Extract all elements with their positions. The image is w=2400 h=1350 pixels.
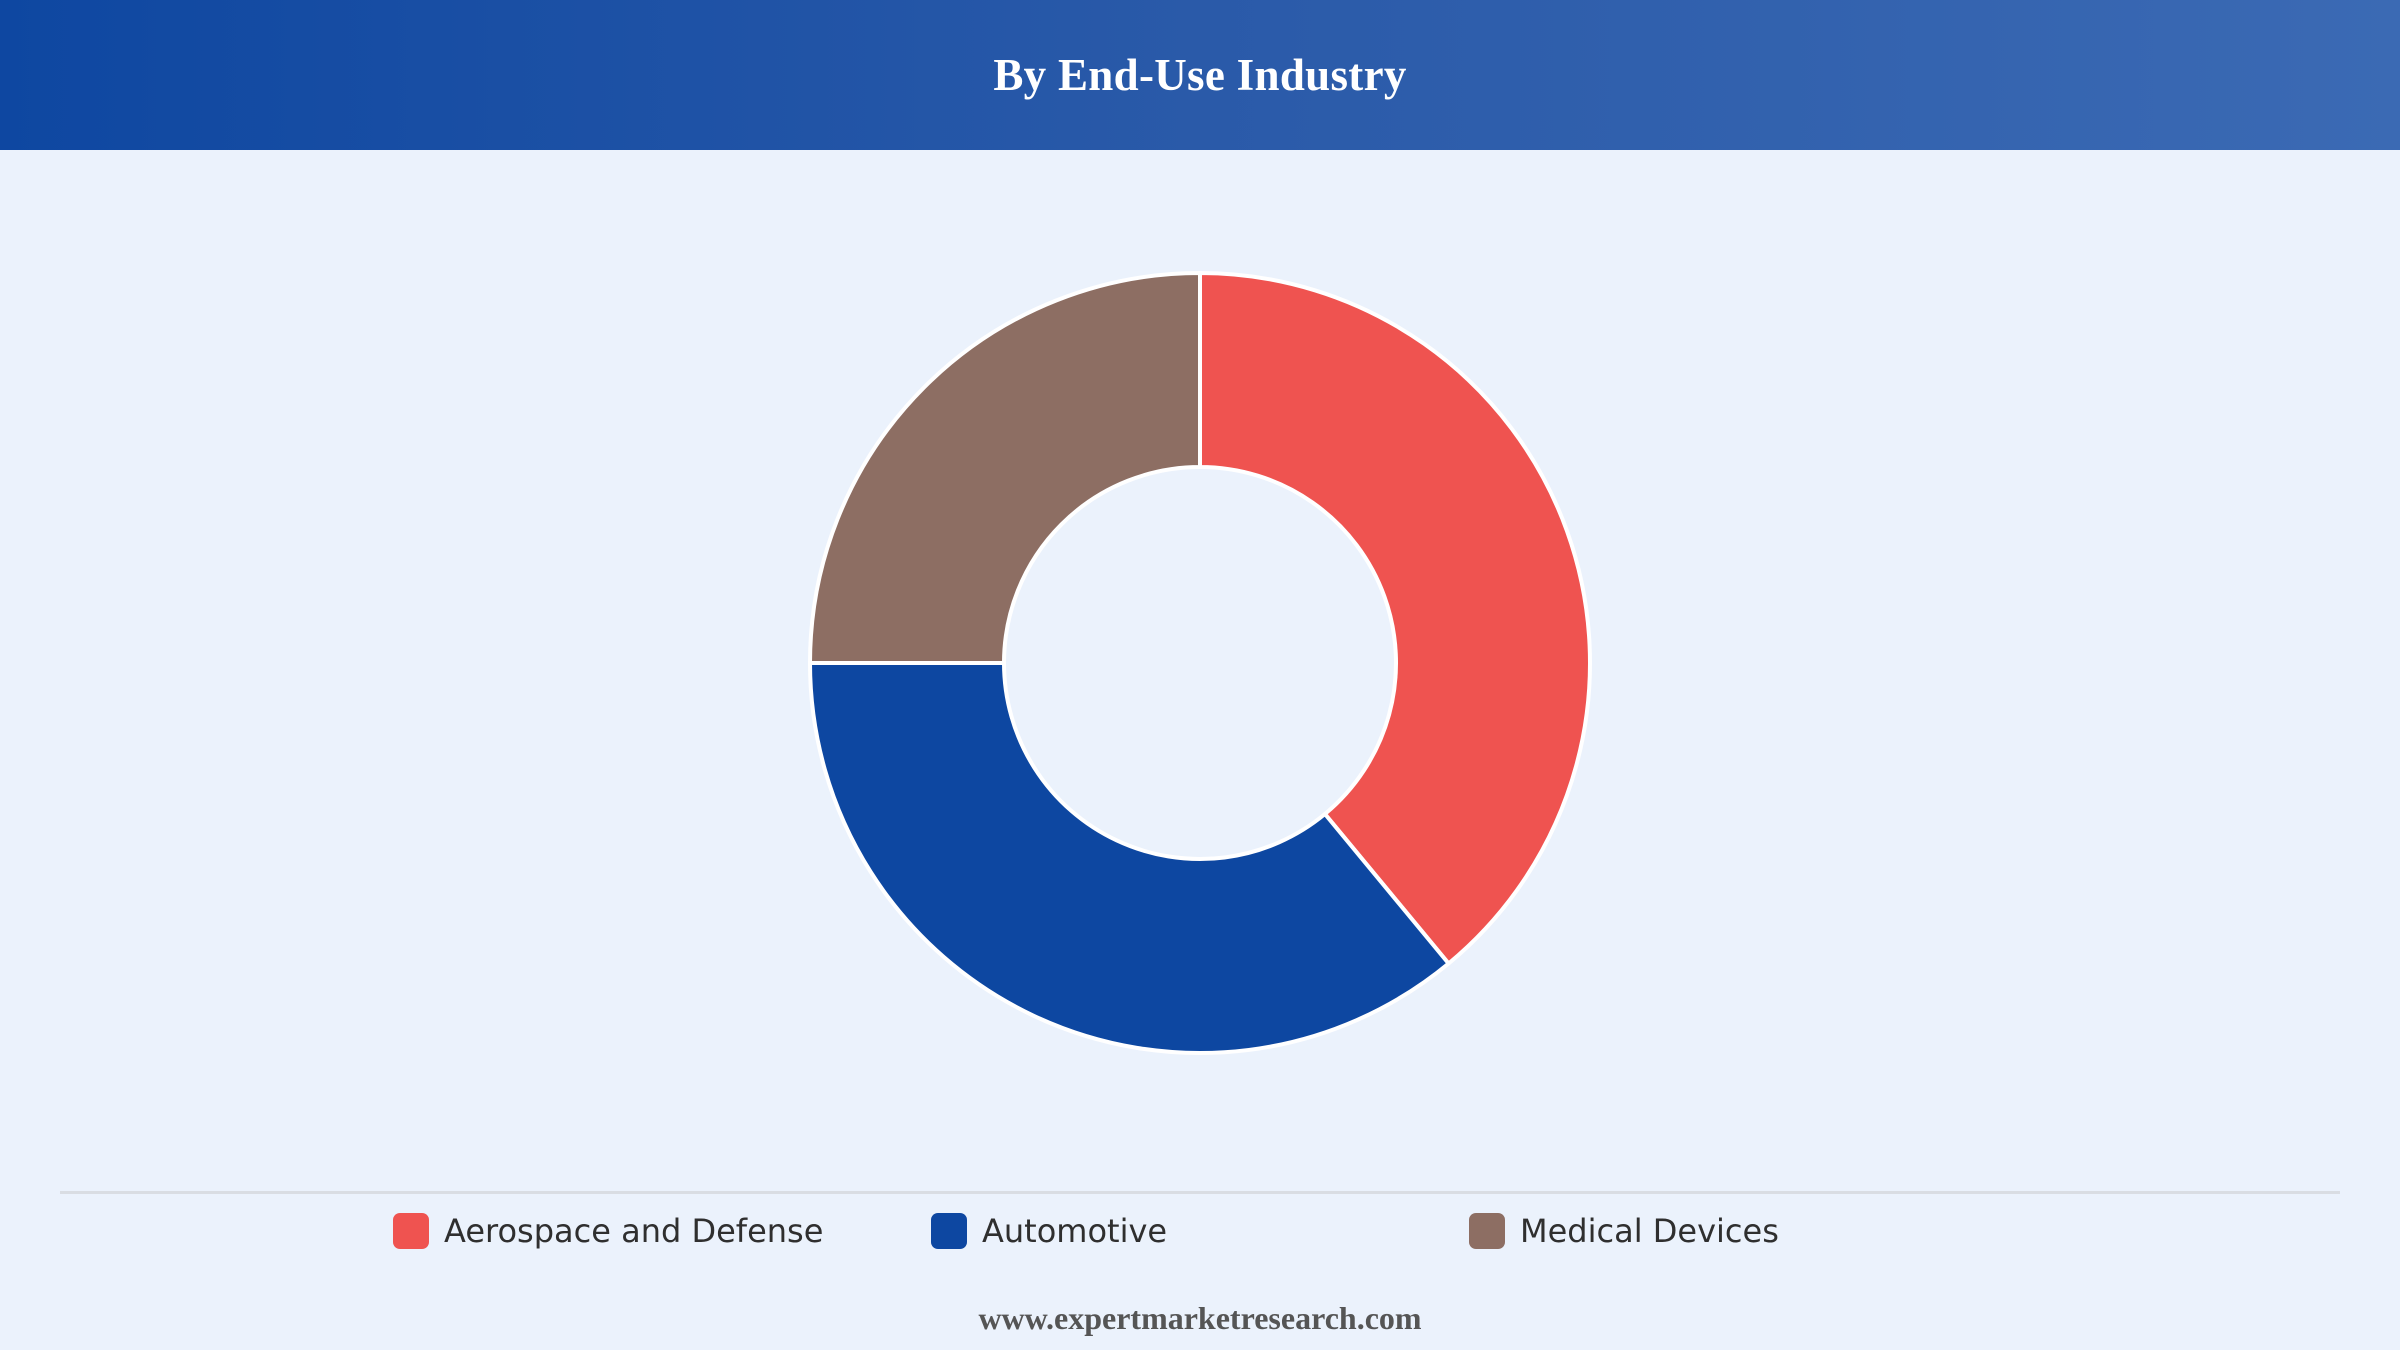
legend-swatch-automotive [931, 1213, 967, 1249]
legend-swatch-aerospace-and-defense [393, 1213, 429, 1249]
donut-slice-aerospace-and-defense[interactable] [1198, 271, 1592, 966]
donut-slice-medical-devices[interactable] [808, 271, 1202, 665]
donut-slice-automotive[interactable] [808, 661, 1451, 1055]
legend-label: Automotive [982, 1212, 1168, 1250]
legend-item-aerospace-and-defense[interactable]: Aerospace and Defense [393, 1208, 823, 1254]
legend-label: Medical Devices [1520, 1212, 1779, 1250]
chart-title: By End-Use Industry [993, 50, 1407, 100]
legend-label: Aerospace and Defense [444, 1212, 824, 1250]
legend-swatch-medical-devices [1469, 1213, 1505, 1249]
chart-header: By End-Use Industry [0, 0, 2400, 150]
legend-item-automotive[interactable]: Automotive [931, 1208, 1167, 1254]
legend: Aerospace and Defense Automotive Medical… [0, 1208, 2400, 1254]
legend-divider [60, 1191, 2340, 1194]
chart-area [0, 150, 2400, 1180]
donut-chart [808, 271, 1592, 1055]
source-watermark: www.expertmarketresearch.com [978, 1300, 1422, 1336]
legend-item-medical-devices[interactable]: Medical Devices [1469, 1208, 1779, 1254]
